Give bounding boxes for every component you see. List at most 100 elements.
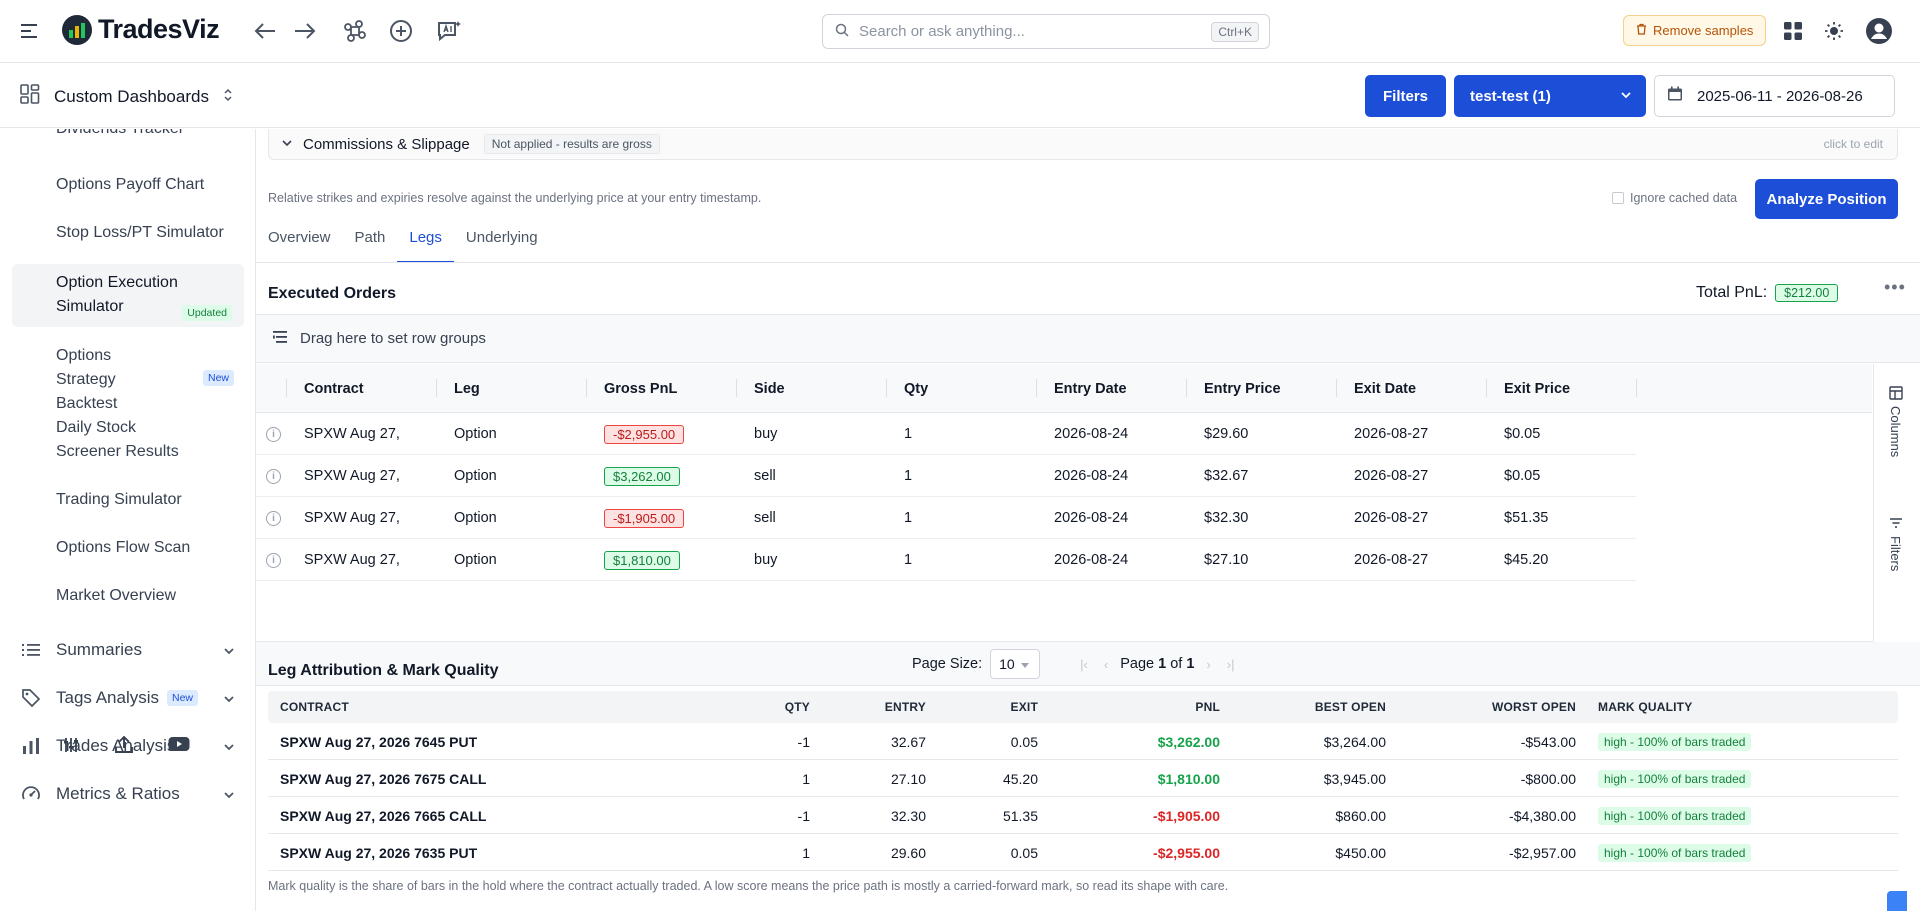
result-tabs: Overview Path Legs Underlying [268,225,550,263]
columns-icon[interactable] [1889,386,1903,403]
filter-icon[interactable] [1889,516,1903,532]
column-header-entry-date[interactable]: Entry Date [1054,380,1127,397]
new-badge: New [202,370,234,386]
menu-icon[interactable] [18,18,44,44]
sidebar-item-stop-loss-simulator[interactable]: Stop Loss/PT Simulator [12,221,244,245]
row-group-drop-zone[interactable]: Drag here to set row groups [256,315,1920,363]
sidebar-item-market-overview[interactable]: Market Overview [12,584,244,608]
trash-icon [1636,23,1647,38]
tab-path[interactable]: Path [354,229,386,246]
sidebar-footer [62,735,190,757]
cell-qty: 1 [904,552,913,568]
back-arrow-icon[interactable] [252,18,278,44]
upload-icon[interactable] [114,735,134,757]
column-header-leg[interactable]: Leg [454,380,480,397]
cell-leg: Option [454,468,497,484]
sidebar-item-daily-stock-screener[interactable]: Daily Stock Screener Results [12,416,244,464]
dashboard-toolbar: Custom Dashboards Filters test-test (1) … [0,64,1920,128]
sidebar-group-tags-analysis[interactable]: Tags Analysis New [20,687,236,709]
help-icon[interactable] [1887,891,1907,911]
remove-samples-button[interactable]: Remove samples [1623,15,1767,46]
ai-chat-icon[interactable] [436,18,462,44]
dashboard-label: Custom Dashboards [54,86,209,106]
filters-button[interactable]: Filters [1365,75,1446,117]
cell-gross-pnl: $1,810.00 [604,550,680,570]
table-row[interactable]: i SPXW Aug 27, Option -$1,905.00 sell 1 … [256,497,1636,539]
info-icon[interactable]: i [266,426,281,442]
page-size-select[interactable]: 10 [990,649,1041,679]
analyze-position-button[interactable]: Analyze Position [1755,179,1898,219]
attr-header-best-open: BEST OPEN [1314,700,1386,714]
info-icon[interactable]: i [266,468,281,484]
attr-cell-qty: -1 [797,807,810,824]
dashboard-selector[interactable]: Custom Dashboards [20,84,233,109]
info-icon[interactable]: i [266,510,281,526]
remove-samples-label: Remove samples [1653,23,1754,38]
sidebar-item-label: Options Strategy Backtest [56,347,118,412]
column-header-gross-pnl[interactable]: Gross PnL [604,380,678,397]
column-header-qty[interactable]: Qty [904,380,929,397]
date-range-picker[interactable]: 2025-06-11 - 2026-08-26 [1654,75,1895,117]
sidebar-item-options-payoff-chart[interactable]: Options Payoff Chart [12,173,244,197]
sidebar-item-dividends-tracker[interactable]: Dividends Tracker [12,129,244,141]
brand-logo[interactable]: TradesViz [62,14,220,45]
sidebar-item-trading-simulator[interactable]: Trading Simulator [12,488,244,512]
last-page-icon[interactable]: ›| [1226,656,1235,672]
sidebar-item-options-strategy-backtest[interactable]: Options Strategy Backtest New [12,344,244,412]
column-header-contract[interactable]: Contract [304,380,364,397]
prev-page-icon[interactable]: ‹ [1103,656,1109,672]
sidebar-item-options-flow-scan[interactable]: Options Flow Scan [12,536,244,560]
mark-quality-badge: high - 100% of bars traded [1598,769,1752,788]
table-row[interactable]: i SPXW Aug 27, Option $1,810.00 buy 1 20… [256,539,1636,581]
cell-side: sell [754,510,776,526]
account-selector[interactable]: test-test (1) [1454,75,1646,117]
global-search[interactable]: Ctrl+K [822,14,1270,49]
column-header-side[interactable]: Side [754,380,785,397]
columns-panel-tab[interactable]: Columns [1888,406,1903,458]
column-separator [586,379,587,397]
apps-grid-icon[interactable] [1780,18,1806,44]
add-circle-icon[interactable] [388,18,414,44]
sidebar-item-option-execution-simulator[interactable]: Option Execution Simulator Updated [12,264,244,327]
tab-underlying[interactable]: Underlying [465,229,538,246]
sidebar-group-metrics-ratios[interactable]: Metrics & Ratios [20,783,236,805]
column-separator [436,379,437,397]
next-page-icon[interactable]: › [1206,656,1211,672]
tab-legs[interactable]: Legs [397,225,454,263]
attr-header-qty: QTY [784,700,810,714]
filters-panel-tab[interactable]: Filters [1888,536,1903,572]
tab-overview[interactable]: Overview [268,229,331,246]
info-icon[interactable]: i [266,552,281,568]
user-avatar-icon[interactable] [1864,16,1894,46]
cell-contract: SPXW Aug 27, [304,468,400,484]
sidebar-group-trades-analysis[interactable]: Trades Analysis [20,735,236,757]
table-row[interactable]: i SPXW Aug 27, Option -$2,955.00 buy 1 2… [256,413,1636,455]
youtube-icon[interactable] [168,736,190,757]
column-header-exit-date[interactable]: Exit Date [1354,380,1417,397]
sidebar-group-summaries[interactable]: Summaries [20,639,236,661]
column-header-exit-price[interactable]: Exit Price [1504,380,1571,397]
search-input[interactable] [859,23,1199,40]
column-separator [1486,379,1487,397]
checkbox[interactable] [1612,192,1624,204]
table-row[interactable]: i SPXW Aug 27, Option $3,262.00 sell 1 2… [256,455,1636,497]
account-label: test-test (1) [1470,87,1551,105]
attr-cell-contract: SPXW Aug 27, 2026 7635 PUT [280,844,478,861]
column-header-entry-price[interactable]: Entry Price [1204,380,1281,397]
sidebar-item-label: Options Flow Scan [56,539,191,556]
attr-table-header: CONTRACT QTY ENTRY EXIT PNL BEST OPEN WO… [268,691,1898,723]
sliders-icon[interactable] [62,736,80,757]
date-range-label: 2025-06-11 - 2026-08-26 [1697,87,1863,105]
brand-name: TradesViz [98,14,220,44]
cell-entry-date: 2026-08-24 [1054,468,1129,484]
table-row: SPXW Aug 27, 2026 7645 PUT -1 32.67 0.05… [268,723,1898,760]
cell-entry-price: $29.60 [1204,426,1249,442]
first-page-icon[interactable]: |‹ [1080,656,1088,672]
forward-arrow-icon[interactable] [292,18,318,44]
theme-sun-icon[interactable] [1821,18,1847,44]
commissions-slippage-bar[interactable]: Commissions & Slippage Not applied - res… [268,129,1898,160]
command-icon[interactable] [342,18,368,44]
ignore-cache-checkbox[interactable]: Ignore cached data [1612,191,1737,205]
more-options-icon[interactable]: ••• [1884,277,1906,297]
attr-cell-pnl: $3,262.00 [1157,733,1220,750]
